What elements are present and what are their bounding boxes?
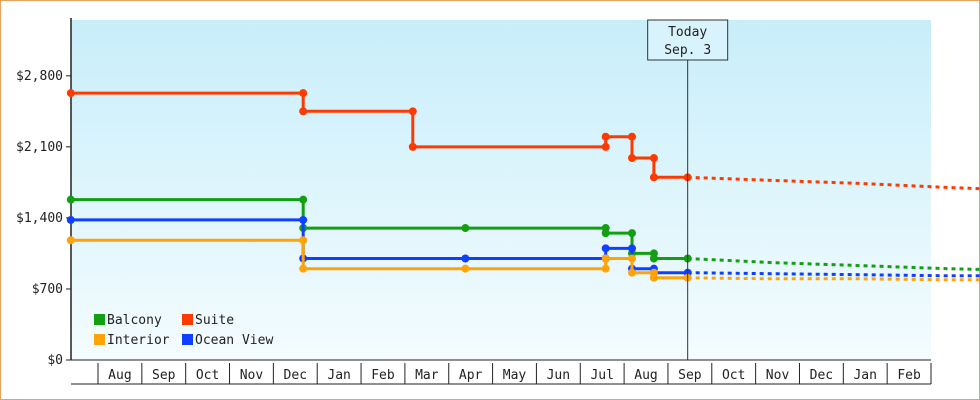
data-point <box>408 142 417 151</box>
data-point <box>627 132 636 141</box>
x-tick-label: Aug <box>108 368 131 383</box>
x-tick-label: Dec <box>810 368 833 383</box>
data-point <box>601 229 610 238</box>
data-point <box>627 244 636 253</box>
data-point <box>649 154 658 163</box>
data-point <box>299 215 308 224</box>
forecast-line-suite <box>687 175 980 191</box>
x-tick-label: Nov <box>240 368 264 383</box>
y-tick-label: $2,800 <box>16 69 63 84</box>
legend-label: Balcony <box>107 313 162 328</box>
data-point <box>461 254 470 263</box>
legend-swatch <box>94 314 105 325</box>
data-point <box>299 264 308 273</box>
x-tick-label: Jan <box>853 368 876 383</box>
legend-swatch <box>94 334 105 345</box>
data-point <box>649 173 658 182</box>
x-tick-label: Oct <box>196 368 219 383</box>
y-tick-label: $2,100 <box>16 140 63 155</box>
data-point <box>601 254 610 263</box>
data-point <box>601 244 610 253</box>
y-tick-label: $700 <box>32 282 63 297</box>
x-tick-label: May <box>503 368 527 383</box>
legend-label: Interior <box>107 333 170 348</box>
today-label: Today <box>668 25 707 40</box>
today-date: Sep. 3 <box>664 43 711 58</box>
forecast-line-ocean-view <box>687 271 980 278</box>
data-point <box>601 142 610 151</box>
data-point <box>299 107 308 116</box>
x-tick-label: Jan <box>327 368 350 383</box>
data-point <box>601 264 610 273</box>
legend-label: Suite <box>195 313 234 328</box>
forecast-line-balcony <box>687 257 980 271</box>
x-tick-label: Jul <box>590 368 613 383</box>
legend-swatch <box>182 314 193 325</box>
data-point <box>649 254 658 263</box>
x-tick-label: Jun <box>547 368 570 383</box>
x-tick-label: Feb <box>371 368 395 383</box>
x-tick-label: Sep <box>678 368 702 383</box>
x-tick-label: Dec <box>284 368 307 383</box>
x-tick-label: Oct <box>722 368 745 383</box>
legend-label: Ocean View <box>195 333 273 348</box>
y-tick-label: $0 <box>47 353 63 368</box>
legend-swatch <box>182 334 193 345</box>
y-tick-label: $1,400 <box>16 211 63 226</box>
data-point <box>627 268 636 277</box>
x-tick-label: Sep <box>152 368 176 383</box>
data-point <box>627 229 636 238</box>
data-point <box>66 215 75 224</box>
x-tick-label: Mar <box>415 368 439 383</box>
data-point <box>627 254 636 263</box>
data-point <box>461 224 470 233</box>
x-tick-label: Aug <box>634 368 657 383</box>
x-tick-label: Apr <box>459 368 483 383</box>
data-point <box>66 89 75 98</box>
data-point <box>601 132 610 141</box>
data-point <box>299 236 308 245</box>
data-point <box>461 264 470 273</box>
forecast-line-interior <box>687 276 980 282</box>
data-point <box>66 236 75 245</box>
data-point <box>299 195 308 204</box>
today-box <box>647 19 729 61</box>
data-point <box>408 107 417 116</box>
data-point <box>66 195 75 204</box>
data-point <box>627 154 636 163</box>
data-point <box>299 89 308 98</box>
x-tick-label: Feb <box>897 368 921 383</box>
plot-area <box>71 20 931 360</box>
data-point <box>649 273 658 282</box>
x-tick-label: Nov <box>766 368 790 383</box>
